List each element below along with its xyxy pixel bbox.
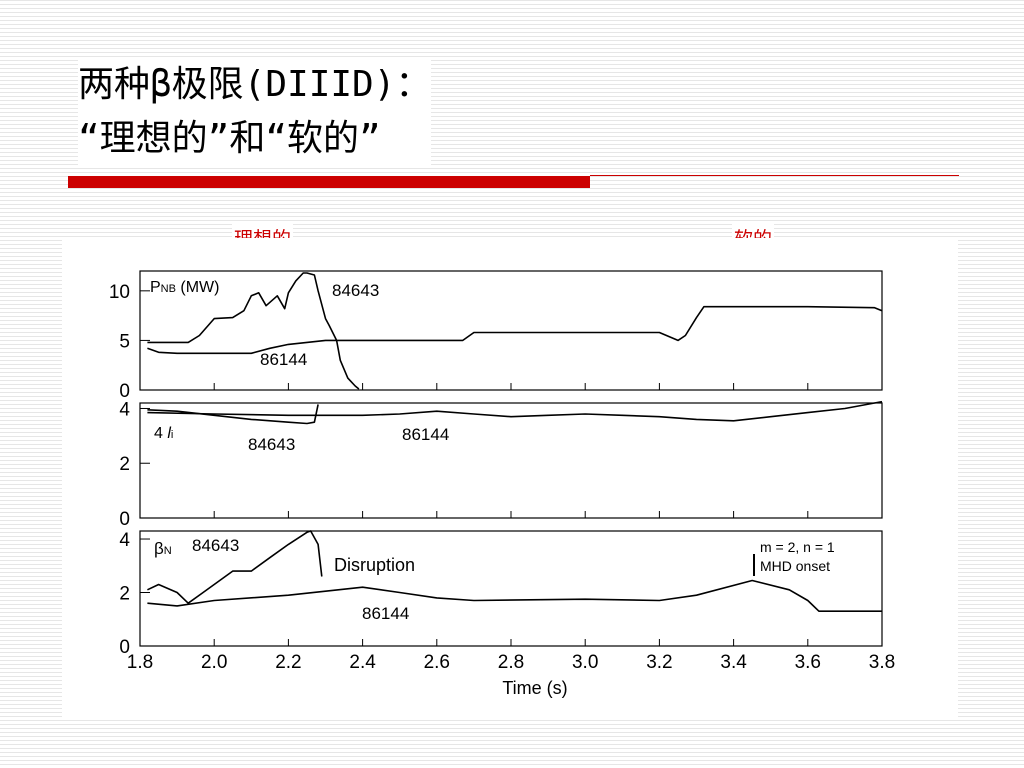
panel-middle-shot-b: 86144 xyxy=(402,425,449,444)
y-tick-label-bottom-1: 2 xyxy=(119,584,130,605)
x-tick-label-9: 3.6 xyxy=(795,652,821,673)
x-tick-label-8: 3.4 xyxy=(720,652,747,673)
panel-bottom-label: βN xyxy=(154,539,172,558)
panel-middle-frame xyxy=(139,402,883,519)
trace-top-84643 xyxy=(147,272,360,390)
panel-middle-label: 4 li xyxy=(154,425,173,442)
panel-bottom-shot-a: 84643 xyxy=(192,536,239,555)
y-tick-label-top-0: 0 xyxy=(119,381,130,402)
slide-title-line-2: “理想的”和“软的” xyxy=(78,118,381,159)
title-underline-bar xyxy=(68,176,590,188)
panel-middle-shot-a: 84643 xyxy=(248,435,295,454)
mhd-onset-label: MHD onset xyxy=(760,558,830,574)
figure: 0 5 10 0 2 4 0 2 4 1.8 2.0 2.2 2.4 2.6 2.8 3.0 3.2 3.4 3.… xyxy=(62,238,958,718)
title-underline-thin xyxy=(590,175,959,176)
y-tick-label-bottom-2: 4 xyxy=(119,530,130,551)
x-tick-labels: 1.8 2.0 2.2 2.4 2.6 2.8 3.0 3.2 3.4 3.6 3.8 xyxy=(127,652,895,673)
x-axis-label: Time (s) xyxy=(502,678,567,698)
traces xyxy=(147,272,883,612)
x-tick-label-6: 3.0 xyxy=(572,652,598,673)
x-tick-label-2: 2.2 xyxy=(275,652,301,673)
trace-bottom-84643 xyxy=(147,530,323,604)
slide-title-line-1: 两种β极限(DIIID)： xyxy=(78,64,432,105)
x-tick-label-7: 3.2 xyxy=(646,652,672,673)
trace-middle-84643 xyxy=(147,404,319,425)
x-tick-label-10: 3.8 xyxy=(869,652,895,673)
panel-top-shot-a: 84643 xyxy=(332,281,379,300)
mhd-mode-label: m = 2, n = 1 xyxy=(760,539,835,555)
x-tick-label-4: 2.6 xyxy=(424,652,450,673)
y-tick-label-top-1: 5 xyxy=(119,331,130,352)
trace-top-86144 xyxy=(147,305,883,355)
slide-title: 两种β极限(DIIID)： “理想的”和“软的” xyxy=(78,58,432,166)
y-tick-label-middle-1: 2 xyxy=(119,454,130,475)
x-tick-label-5: 2.8 xyxy=(498,652,524,673)
panel-top-label: PNB (MW) xyxy=(150,279,219,296)
y-tick-label-middle-0: 0 xyxy=(119,509,130,530)
panel-top-shot-b: 86144 xyxy=(260,350,307,369)
panel-bottom-shot-b: 86144 xyxy=(362,604,409,623)
trace-bottom-86144 xyxy=(147,579,882,612)
y-tick-label-middle-2: 4 xyxy=(119,399,130,420)
y-tick-label-bottom-0: 0 xyxy=(119,637,130,658)
disruption-label: Disruption xyxy=(334,555,415,575)
x-tick-label-3: 2.4 xyxy=(349,652,376,673)
axis-ticks xyxy=(140,290,809,646)
trace-middle-86144 xyxy=(147,400,883,422)
x-tick-label-1: 2.0 xyxy=(201,652,227,673)
panel-top-frame xyxy=(139,270,883,391)
y-tick-label-top-2: 10 xyxy=(109,282,130,303)
x-tick-label-0: 1.8 xyxy=(127,652,153,673)
